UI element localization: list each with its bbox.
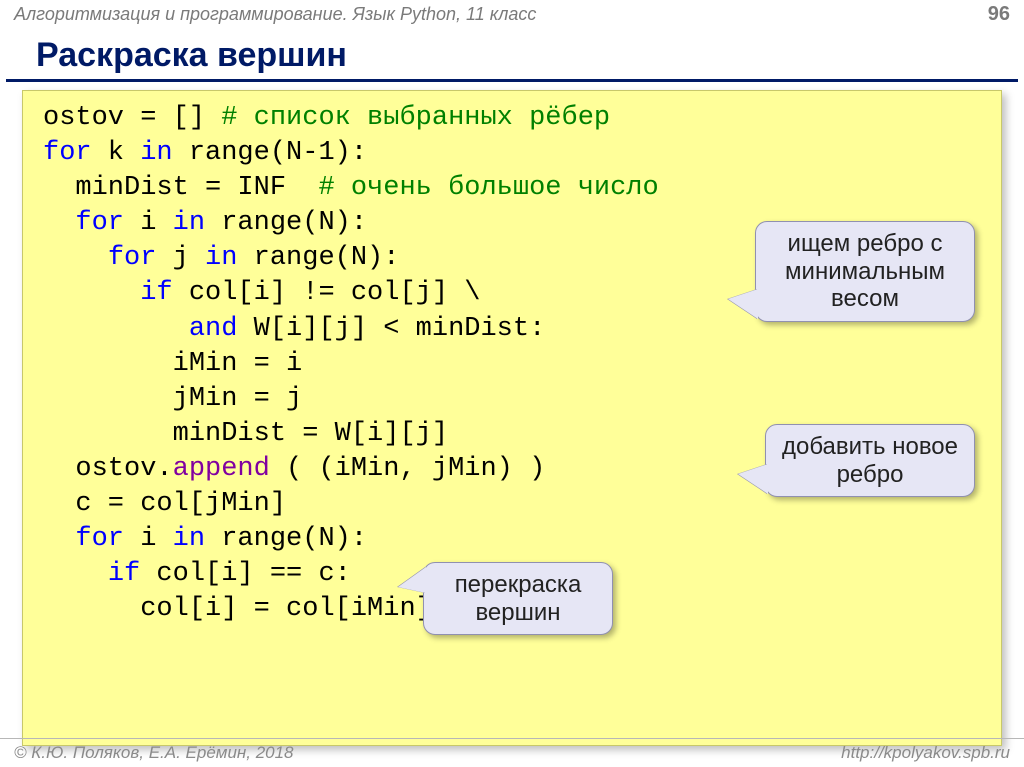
code-t [43, 208, 75, 238]
code-t: W[i][j] < minDist: [237, 314, 545, 344]
code-t: i [124, 208, 173, 238]
code-kw: for [43, 138, 92, 168]
code-t: range(N): [205, 208, 367, 238]
code-comment: # очень большое число [318, 173, 658, 203]
code-t: minDist = INF [43, 173, 318, 203]
callout-tail-icon [738, 464, 768, 494]
code-t: col[i] == c: [140, 559, 351, 589]
code-t: c = col[jMin] [43, 489, 286, 519]
copyright-text: © К.Ю. Поляков, Е.А. Ерёмин, 2018 [14, 743, 294, 763]
callout-tail-icon [398, 567, 426, 593]
code-t: iMin = i [43, 349, 302, 379]
code-t [43, 278, 140, 308]
code-t: ( (iMin, jMin) ) [270, 454, 545, 484]
code-t: minDist = W[i][j] [43, 419, 448, 449]
code-kw: in [173, 208, 205, 238]
callout-repaint: перекраска вершин [423, 562, 613, 635]
code-t: j [156, 243, 205, 273]
code-t: k [92, 138, 141, 168]
code-kw: in [173, 524, 205, 554]
code-kw: if [140, 278, 172, 308]
code-t: ostov. [43, 454, 173, 484]
code-kw: for [75, 524, 124, 554]
callout-text: перекраска вершин [455, 571, 582, 626]
code-t: col[i] != col[j] \ [173, 278, 481, 308]
code-t: range(N): [237, 243, 399, 273]
slide-header: Алгоритмизация и программирование. Язык … [0, 0, 1024, 28]
callout-text: ищем ребро с минимальным весом [785, 230, 945, 312]
code-t [43, 314, 189, 344]
footer-url: http://kpolyakov.spb.ru [841, 743, 1010, 763]
page-number: 96 [988, 3, 1010, 26]
callout-tail-icon [728, 289, 758, 319]
code-fn: append [173, 454, 270, 484]
callout-min-edge: ищем ребро с минимальным весом [755, 221, 975, 322]
code-t: range(N): [205, 524, 367, 554]
code-kw: in [205, 243, 237, 273]
slide-title: Раскраска вершин [6, 28, 1018, 82]
code-block: ostov = [] # список выбранных рёбер for … [22, 90, 1002, 746]
code-l1-comment: # список выбранных рёбер [221, 103, 610, 133]
code-t [43, 524, 75, 554]
code-t: col[i] = col[iMin] [43, 594, 432, 624]
code-kw: in [140, 138, 172, 168]
code-kw: and [189, 314, 238, 344]
code-t: i [124, 524, 173, 554]
code-t [43, 559, 108, 589]
code-t: jMin = j [43, 384, 302, 414]
slide-footer: © К.Ю. Поляков, Е.А. Ерёмин, 2018 http:/… [0, 738, 1024, 767]
callout-add-edge: добавить новое ребро [765, 424, 975, 497]
code-t [43, 243, 108, 273]
code-t: range(N-1): [173, 138, 367, 168]
code-kw: for [75, 208, 124, 238]
code-kw: if [108, 559, 140, 589]
callout-text: добавить новое ребро [782, 433, 958, 488]
code-kw: for [108, 243, 157, 273]
code-l1a: ostov = [] [43, 103, 221, 133]
subject-text: Алгоритмизация и программирование. Язык … [14, 4, 536, 25]
